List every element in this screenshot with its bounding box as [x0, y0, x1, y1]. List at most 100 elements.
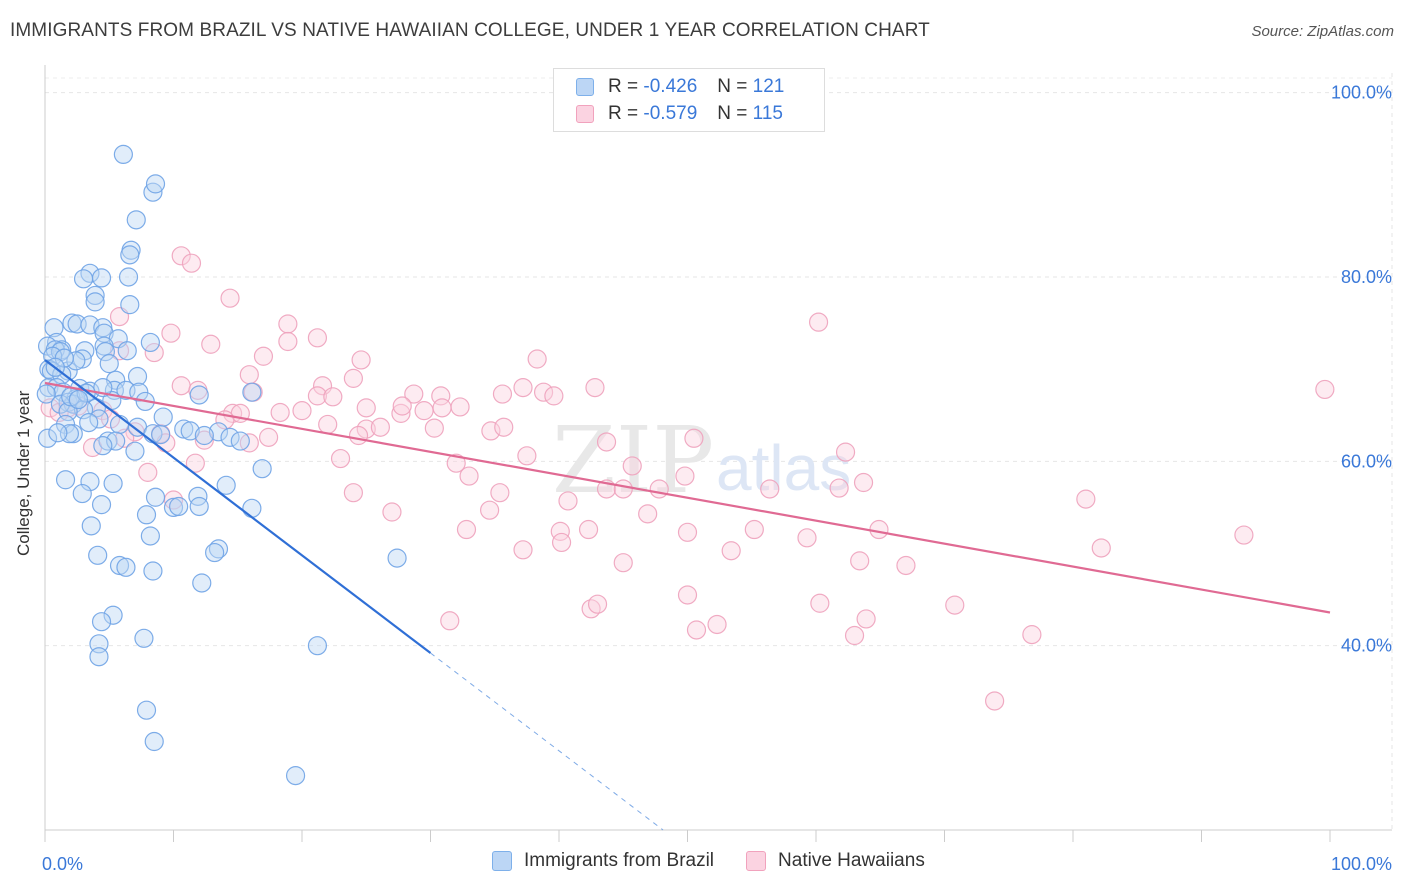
point-immigrants-from-brazil: [194, 425, 214, 446]
point-native-hawaiians: [220, 288, 240, 308]
point-native-hawaiians: [613, 553, 633, 573]
point-immigrants-from-brazil: [91, 268, 112, 288]
point-native-hawaiians: [844, 625, 865, 646]
point-native-hawaiians: [181, 253, 202, 273]
point-immigrants-from-brazil: [387, 548, 407, 568]
y-tick-label: 60.0%: [1341, 451, 1392, 471]
point-immigrants-from-brazil: [252, 459, 272, 479]
point-immigrants-from-brazil: [136, 700, 157, 720]
point-immigrants-from-brazil: [68, 389, 89, 410]
legend-r-value-brazil: -0.426: [643, 76, 698, 97]
point-immigrants-from-brazil: [208, 422, 229, 442]
legend-swatch-brazil: [576, 78, 594, 96]
point-native-hawaiians: [596, 432, 617, 452]
legend-n-label: N =: [717, 76, 748, 97]
watermark: ZIP atlas: [552, 407, 851, 514]
point-native-hawaiians: [835, 442, 856, 462]
point-native-hawaiians: [391, 403, 411, 423]
axes: [44, 65, 1392, 842]
watermark-atlas: atlas: [716, 432, 851, 504]
legend-r-label: R =: [608, 103, 639, 124]
point-native-hawaiians: [760, 479, 780, 499]
series-legend-hawaiian[interactable]: Native Hawaiians: [746, 850, 925, 872]
point-native-hawaiians: [744, 519, 764, 540]
trend-lines: [44, 359, 1331, 831]
point-native-hawaiians: [856, 609, 876, 629]
point-native-hawaiians: [490, 483, 510, 503]
point-native-hawaiians: [622, 456, 642, 476]
point-immigrants-from-brazil: [85, 292, 105, 312]
point-native-hawaiians: [1091, 538, 1111, 558]
point-immigrants-from-brazil: [140, 332, 160, 353]
point-native-hawaiians: [797, 528, 817, 548]
point-native-hawaiians: [239, 365, 259, 385]
x-tick-label: 100.0%: [1331, 854, 1392, 874]
point-native-hawaiians: [513, 377, 533, 398]
point-native-hawaiians: [808, 312, 829, 332]
point-native-hawaiians: [292, 401, 312, 421]
legend-n-label: N =: [717, 103, 748, 124]
point-immigrants-from-brazil: [136, 505, 157, 525]
point-immigrants-from-brazil: [117, 341, 137, 361]
point-native-hawaiians: [323, 387, 343, 407]
point-immigrants-from-brazil: [106, 431, 126, 451]
point-native-hawaiians: [517, 446, 537, 466]
point-immigrants-from-brazil: [103, 473, 123, 494]
point-native-hawaiians: [343, 483, 363, 503]
x-tick-labels: 0.0% 100.0%: [42, 854, 1392, 874]
point-native-hawaiians: [258, 427, 279, 447]
point-native-hawaiians: [201, 334, 221, 354]
point-native-hawaiians: [686, 620, 707, 640]
point-native-hawaiians: [356, 419, 376, 439]
point-native-hawaiians: [985, 691, 1005, 711]
point-immigrants-from-brazil: [103, 605, 123, 625]
legend-row-hawaiian: R = -0.579 N = 115: [576, 102, 783, 126]
series-native-hawaiians: [40, 246, 1335, 711]
legend-swatch-hawaiian: [576, 105, 594, 123]
watermark-zip: ZIP: [552, 407, 714, 514]
point-immigrants-from-brazil: [230, 431, 250, 451]
point-native-hawaiians: [278, 314, 298, 334]
point-native-hawaiians: [171, 376, 191, 396]
point-native-hawaiians: [677, 585, 698, 605]
point-native-hawaiians: [318, 414, 338, 435]
series-legend-brazil[interactable]: Immigrants from Brazil: [492, 850, 714, 872]
trend-line-immigrants-from-brazil: [44, 359, 432, 654]
y-axis-label: College, Under 1 year: [14, 390, 33, 556]
point-native-hawaiians: [459, 466, 479, 486]
point-native-hawaiians: [1315, 379, 1335, 400]
series-immigrants-from-brazil: [36, 144, 407, 786]
legend-r-label: R =: [608, 76, 639, 97]
point-immigrants-from-brazil: [88, 545, 108, 565]
point-immigrants-from-brazil: [118, 267, 139, 287]
point-native-hawaiians: [850, 551, 870, 571]
y-tick-label: 40.0%: [1341, 636, 1392, 656]
point-immigrants-from-brazil: [208, 539, 229, 559]
point-native-hawaiians: [585, 377, 605, 398]
point-immigrants-from-brazil: [109, 414, 130, 435]
point-native-hawaiians: [638, 504, 658, 524]
point-native-hawaiians: [270, 402, 290, 423]
point-native-hawaiians: [392, 396, 412, 416]
point-immigrants-from-brazil: [127, 366, 148, 387]
x-tick-label: 0.0%: [42, 854, 83, 874]
series-legend-swatch-hawaiian: [746, 851, 767, 871]
point-immigrants-from-brazil: [80, 472, 100, 492]
point-native-hawaiians: [446, 453, 466, 473]
point-native-hawaiians: [578, 519, 599, 540]
point-immigrants-from-brazil: [116, 557, 136, 577]
point-immigrants-from-brazil: [145, 487, 166, 507]
point-immigrants-from-brazil: [143, 561, 163, 581]
point-immigrants-from-brazil: [50, 394, 71, 414]
point-native-hawaiians: [161, 323, 181, 343]
point-native-hawaiians: [253, 346, 274, 366]
point-native-hawaiians: [185, 453, 205, 473]
point-immigrants-from-brazil: [125, 441, 145, 461]
trend-extension-immigrants-from-brazil: [430, 652, 664, 831]
point-immigrants-from-brazil: [205, 542, 225, 563]
point-native-hawaiians: [492, 384, 513, 404]
point-immigrants-from-brazil: [242, 498, 262, 518]
point-native-hawaiians: [527, 349, 547, 369]
point-immigrants-from-brazil: [73, 269, 94, 289]
